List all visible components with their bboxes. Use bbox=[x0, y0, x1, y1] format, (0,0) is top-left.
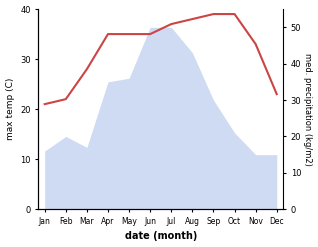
Y-axis label: max temp (C): max temp (C) bbox=[5, 78, 15, 140]
X-axis label: date (month): date (month) bbox=[125, 231, 197, 242]
Y-axis label: med. precipitation (kg/m2): med. precipitation (kg/m2) bbox=[303, 53, 313, 165]
